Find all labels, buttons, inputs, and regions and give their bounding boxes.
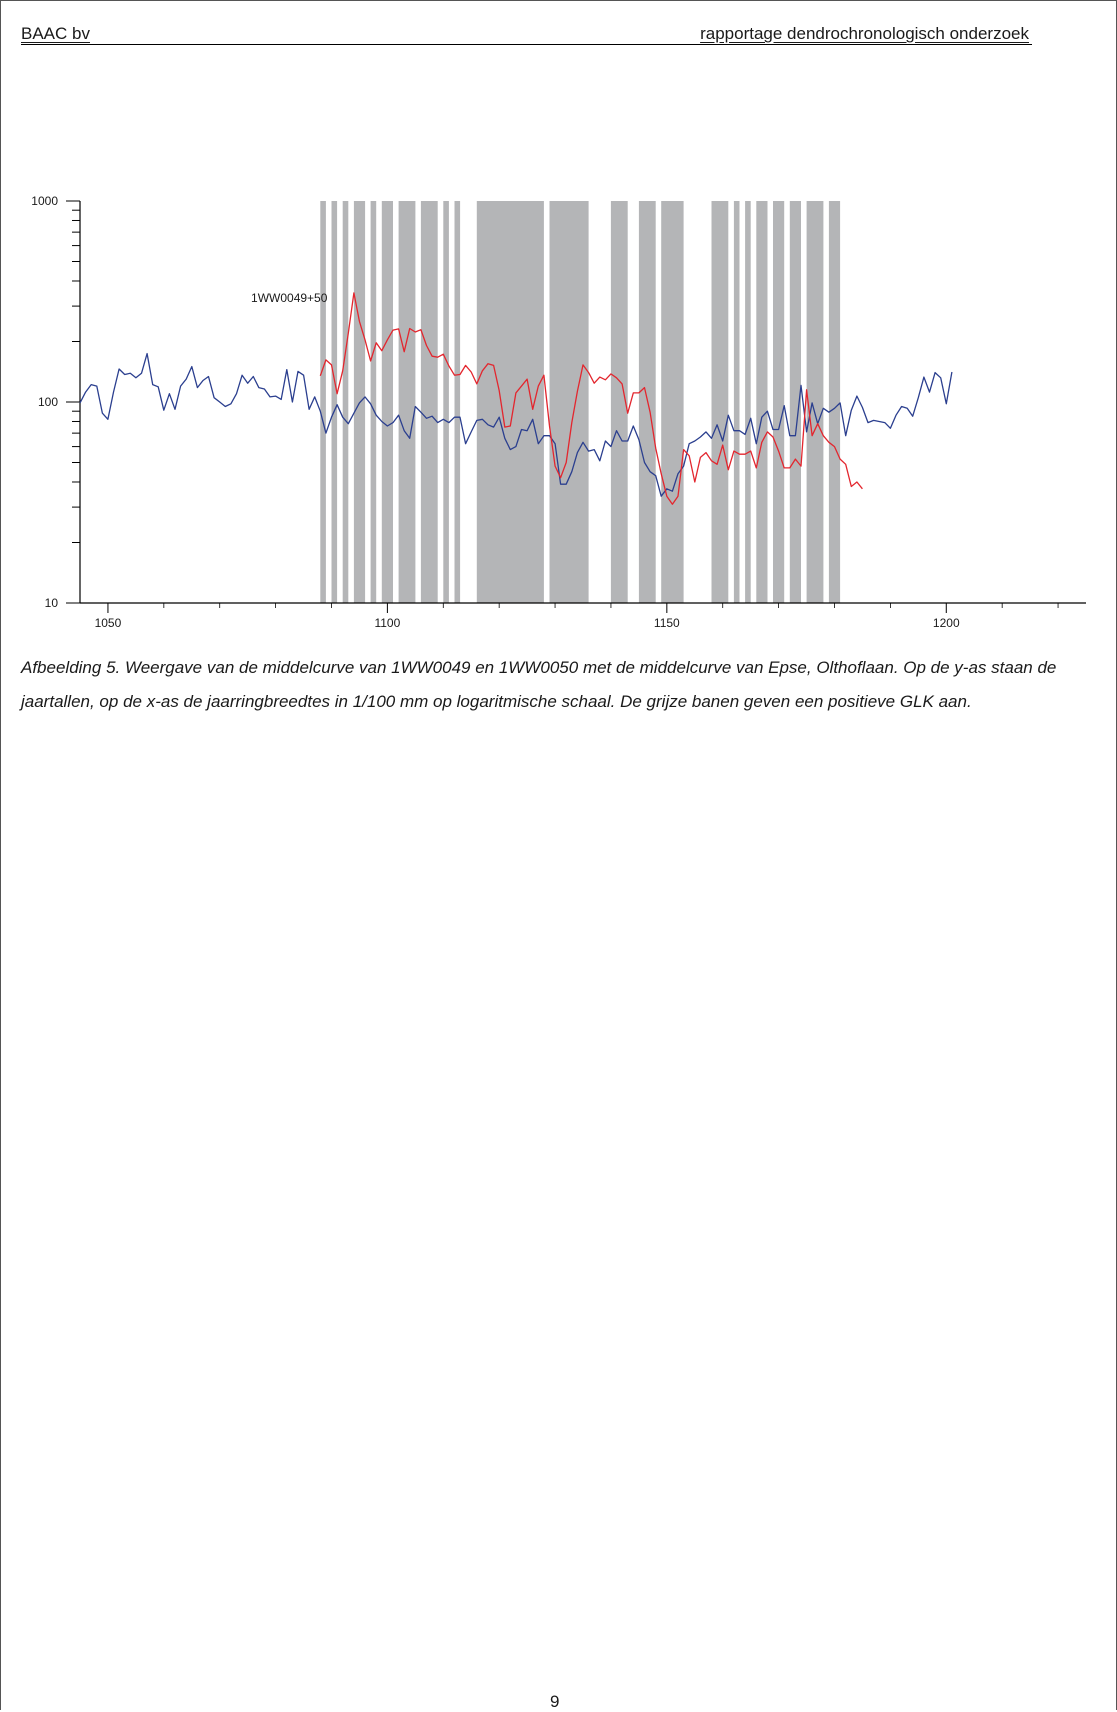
glk-band-15	[711, 201, 729, 603]
glk-band-9	[454, 201, 461, 603]
y-tick-label: 100	[38, 395, 58, 409]
y-tick-label: 10	[45, 596, 59, 610]
header-report-title: rapportage dendrochronologisch onderzoek	[700, 24, 1029, 43]
figure-caption: Afbeelding 5. Weergave van de middelcurv…	[21, 658, 1057, 711]
header-company: BAAC bv	[21, 24, 90, 43]
glk-band-18	[756, 201, 768, 603]
x-tick-label: 1050	[95, 616, 122, 630]
glk-band-4	[370, 201, 377, 603]
glk-band-1	[331, 201, 338, 603]
ring-width-chart: 10 100 1000 1050 1100 1150 1200 1WW0049+50	[31, 194, 1086, 630]
highlight-bands	[320, 201, 841, 603]
glk-band-21	[806, 201, 824, 603]
glk-band-14	[661, 201, 684, 603]
glk-band-6	[398, 201, 416, 603]
glk-band-7	[420, 201, 438, 603]
page-number: 9	[550, 1692, 560, 1711]
glk-band-2	[342, 201, 349, 603]
glk-band-16	[733, 201, 740, 603]
x-tick-label: 1200	[933, 616, 960, 630]
glk-band-12	[610, 201, 628, 603]
chart-series	[79, 292, 953, 505]
y-tick-label: 1000	[31, 194, 58, 208]
glk-band-10	[476, 201, 544, 603]
glk-band-20	[789, 201, 801, 603]
glk-band-8	[443, 201, 449, 603]
series-annotation: 1WW0049+50	[251, 291, 328, 305]
header-rule	[21, 44, 1032, 45]
glk-band-19	[773, 201, 785, 603]
series-line-red	[319, 292, 863, 505]
x-tick-label: 1100	[374, 616, 400, 630]
chart-labels: 10 100 1000 1050 1100 1150 1200 1WW0049+50	[31, 194, 960, 630]
glk-band-0	[320, 201, 326, 603]
glk-band-22	[828, 201, 841, 603]
glk-band-17	[745, 201, 751, 603]
x-tick-label: 1150	[654, 616, 680, 630]
series-line-blue	[79, 352, 953, 497]
glk-band-11	[549, 201, 589, 603]
glk-band-5	[381, 201, 393, 603]
